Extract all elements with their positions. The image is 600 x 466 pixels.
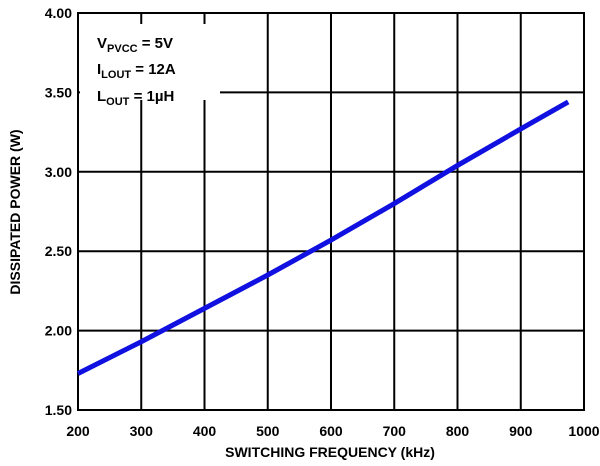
x-tick-label: 1000 [568,423,599,439]
annotation-line-2: ILOUT = 12A [97,61,176,81]
y-tick-label: 2.50 [45,243,72,259]
annotation-line-1: VPVCC = 5V [97,35,173,55]
y-tick-label: 4.00 [45,5,72,21]
annotation-2-sub: LOUT [101,69,131,81]
x-tick-label: 800 [446,423,470,439]
annotation-3-main: L [97,88,106,105]
y-tick-label: 2.00 [45,323,72,339]
annotation-box [80,24,220,100]
x-tick-label: 900 [509,423,533,439]
y-tick-label: 3.50 [45,84,72,100]
y-tick-labels: 1.50 2.00 2.50 3.00 3.50 4.00 [45,5,72,418]
y-tick-label: 1.50 [45,402,72,418]
x-axis-title: SWITCHING FREQUENCY (kHz) [225,444,435,460]
y-tick-label: 3.00 [45,164,72,180]
annotation-line-3: LOUT = 1µH [97,88,174,108]
annotation-1-sub: PVCC [107,43,138,55]
annotation-1-main: V [97,35,107,52]
plot-frame [77,12,585,411]
annotation-3-sub: OUT [106,96,130,108]
series-layer [76,99,570,376]
x-tick-label: 700 [383,423,407,439]
x-tick-label: 400 [193,423,217,439]
annotation-3-rest: = 1µH [129,88,174,105]
x-tick-label: 600 [319,423,343,439]
annotation-1-rest: = 5V [138,35,173,52]
annotation-2-rest: = 12A [131,61,176,78]
x-tick-label: 200 [66,423,90,439]
x-tick-label: 500 [256,423,280,439]
series-line [76,99,570,376]
annotation-2-main: I [97,61,101,78]
x-tick-label: 300 [130,423,154,439]
y-axis-title: DISSIPATED POWER (W) [7,129,23,294]
x-tick-labels: 200 300 400 500 600 700 800 900 1000 [66,423,599,439]
